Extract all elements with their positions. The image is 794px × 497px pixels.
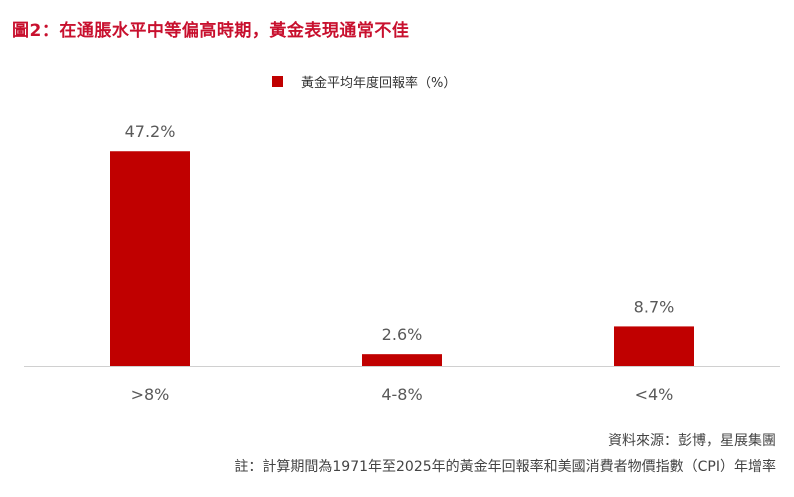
bar-1 — [362, 354, 442, 366]
legend: 黃金平均年度回報率（%） — [272, 72, 456, 91]
bar-2 — [614, 326, 694, 366]
legend-swatch — [272, 76, 283, 87]
bars-group — [110, 151, 694, 366]
footnote: 註：計算期間為1971年至2025年的黃金年回報率和美國消費者物價指數（CPI）… — [234, 459, 776, 475]
data-labels-group: 47.2% 2.6% 8.7% — [125, 122, 675, 344]
legend-label: 黃金平均年度回報率（%） — [301, 76, 457, 91]
source-note: 資料來源：彭博，星展集團 — [608, 433, 776, 449]
data-label-1: 2.6% — [382, 325, 423, 344]
chart-title: 圖2：在通脹水平中等偏高時期，黃金表現通常不佳 — [12, 21, 410, 41]
bar-0 — [110, 151, 190, 366]
x-tick-labels-group: >8% 4-8% <4% — [131, 385, 674, 404]
x-tick-label-2: <4% — [635, 385, 674, 404]
x-tick-label-1: 4-8% — [381, 385, 422, 404]
data-label-0: 47.2% — [125, 122, 176, 141]
data-label-2: 8.7% — [634, 297, 675, 316]
x-tick-label-0: >8% — [131, 385, 170, 404]
